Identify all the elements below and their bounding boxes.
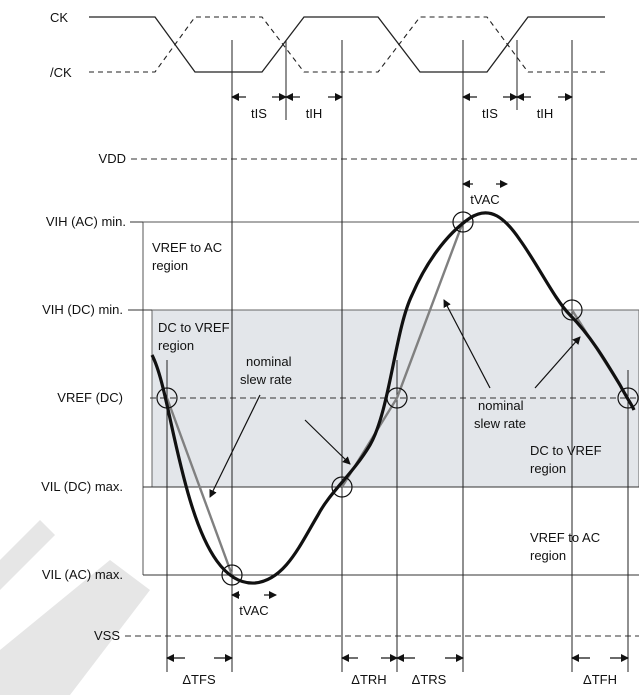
label-vil-ac: VIL (AC) max. [42,567,123,582]
timing-arrows [166,93,629,662]
label-dc-to-vref-left-2: region [158,338,194,353]
label-vref-to-ac-bottom-2: region [530,548,566,563]
label-tvac-top: tVAC [470,192,499,207]
label-tvac-bottom: tVAC [239,603,268,618]
label-vih-ac: VIH (AC) min. [46,214,126,229]
label-ck: CK [50,10,68,25]
crossing-circles [156,211,639,586]
label-dtfh: ΔTFH [583,672,617,687]
annotation-arrows [209,299,581,498]
ck-bar-waveform [89,16,605,73]
label-dc-to-vref-right-2: region [530,461,566,476]
label-dtrh: ΔTRH [351,672,386,687]
label-dtfs: ΔTFS [182,672,216,687]
label-nominal-left-2: slew rate [240,372,292,387]
label-tih-2: tIH [537,106,554,121]
label-nominal-right: nominal [478,398,524,413]
label-tis-2: tIS [482,106,498,121]
label-dc-to-vref-right: DC to VREF [530,443,602,458]
label-tis-1: tIS [251,106,267,121]
label-nominal-right-2: slew rate [474,416,526,431]
label-nominal-left: nominal [246,354,292,369]
voltage-lines [125,158,639,637]
label-dtrs: ΔTRS [412,672,447,687]
label-vref: VREF (DC) [57,390,123,405]
signal-waveform [150,211,636,585]
watermark [0,520,150,695]
label-dc-to-vref-left: DC to VREF [158,320,230,335]
label-vil-dc: VIL (DC) max. [41,479,123,494]
label-vih-dc: VIH (DC) min. [42,302,123,317]
label-vss: VSS [94,628,120,643]
label-ck-bar: /CK [50,65,72,80]
label-vref-to-ac-top-2: region [152,258,188,273]
label-tih-1: tIH [306,106,323,121]
label-vref-to-ac-bottom: VREF to AC [530,530,600,545]
label-vdd: VDD [99,151,126,166]
ck-waveform [89,16,605,73]
label-vref-to-ac-top: VREF to AC [152,240,222,255]
